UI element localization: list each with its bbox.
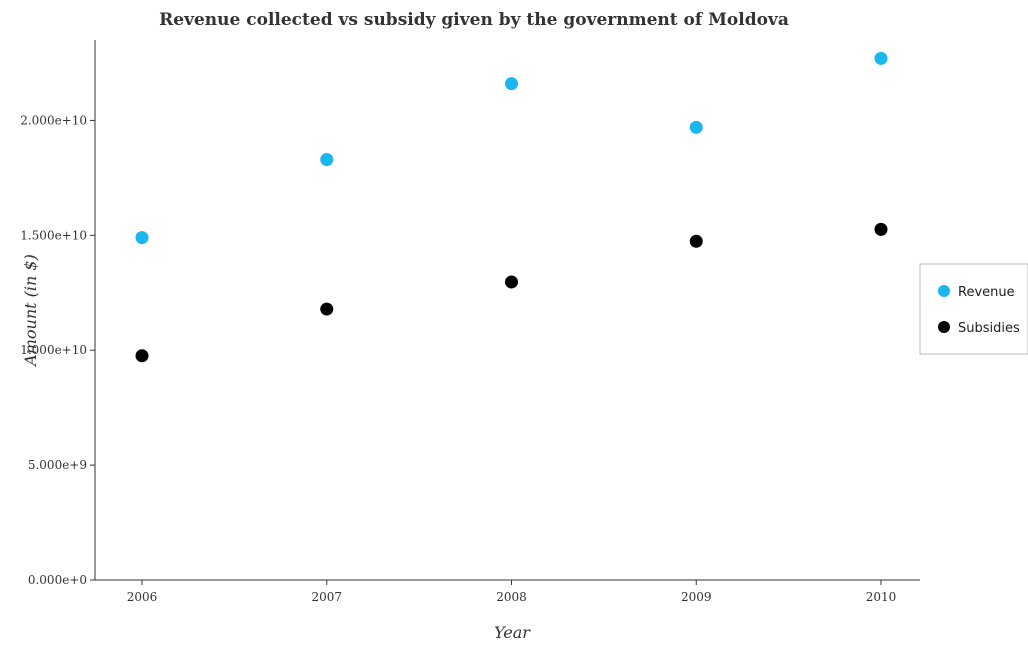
x-ticks: 2006 2007 2008 2009 2010 xyxy=(127,580,897,604)
revenue-point-2010 xyxy=(874,51,888,65)
data-points xyxy=(135,51,888,363)
y-tick-label: 1.500e+10 xyxy=(20,228,87,242)
legend-label-revenue: Revenue xyxy=(958,285,1015,300)
subsidies-point-2007 xyxy=(320,302,334,316)
y-tick-label: 0.000e+0 xyxy=(28,573,87,587)
y-tick-label: 2.000e+10 xyxy=(20,113,87,127)
x-tick-label: 2010 xyxy=(866,590,897,604)
subsidies-point-2009 xyxy=(689,234,703,248)
revenue-point-2007 xyxy=(320,152,334,166)
legend-label-subsidies: Subsidies xyxy=(958,321,1020,336)
y-ticks: 0.000e+0 5.000e+9 1.000e+10 1.500e+10 2.000e… xyxy=(20,113,95,587)
y-tick-label: 5.000e+9 xyxy=(28,458,87,472)
subsidies-point-2010 xyxy=(874,222,888,236)
revenue-point-2008 xyxy=(505,77,518,91)
revenue-point-2006 xyxy=(135,231,149,245)
x-tick-label: 2006 xyxy=(127,590,158,604)
y-tick-label: 1.000e+10 xyxy=(20,343,87,357)
legend-marker-revenue xyxy=(938,285,950,297)
x-tick-label: 2007 xyxy=(311,590,342,604)
y-axis-label: Amount (in $) xyxy=(21,254,40,368)
x-tick-label: 2009 xyxy=(681,590,712,604)
legend: Revenue Subsidies xyxy=(919,263,1028,355)
x-axis-label: Year xyxy=(494,623,531,642)
subsidies-point-2006 xyxy=(135,349,149,363)
chart-title: Revenue collected vs subsidy given by th… xyxy=(159,10,789,30)
subsidies-point-2008 xyxy=(505,275,518,289)
revenue-point-2009 xyxy=(689,120,703,134)
legend-box xyxy=(919,263,1028,355)
x-tick-label: 2008 xyxy=(496,590,527,604)
plot-area: 0.000e+0 5.000e+9 1.000e+10 1.500e+10 2.000e… xyxy=(20,40,920,604)
legend-marker-subsidies xyxy=(938,321,950,333)
